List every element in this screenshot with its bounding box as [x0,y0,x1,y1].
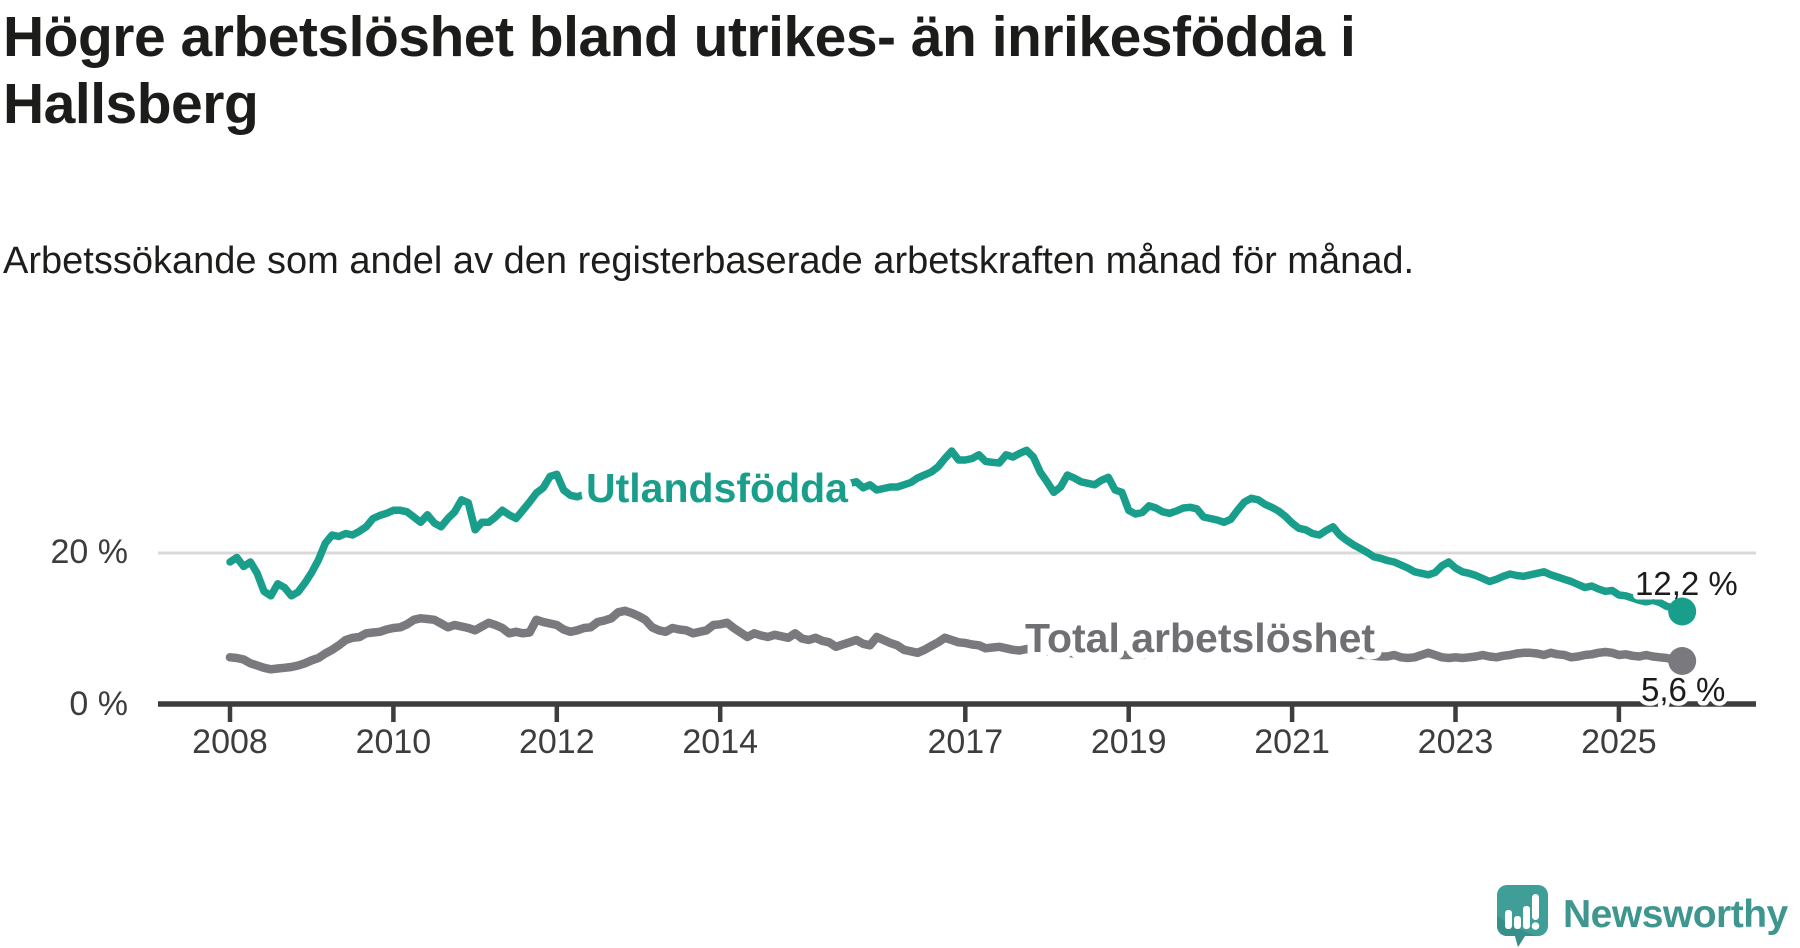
bar-2 [1514,916,1521,929]
newsworthy-wordmark: Newsworthy [1563,893,1788,936]
x-tick-label: 2023 [1418,723,1494,761]
chart-subtitle: Arbetssökande som andel av den registerb… [3,240,1415,282]
bar-3 [1523,906,1530,929]
x-tick-label: 2021 [1254,723,1330,761]
total-end-value: 5,6 % [1641,671,1725,708]
x-tick-label: 2014 [682,723,758,761]
page-title: Högre arbetslöshet bland utrikes- än inr… [3,5,1356,136]
total-arbetsloshet-line [225,606,1685,674]
y-tick-label-0: 0 % [69,685,128,723]
utlandsfodda-end-value: 12,2 % [1635,565,1738,602]
x-tick-label: 2019 [1091,723,1167,761]
x-tick-label: 2008 [192,723,268,761]
x-tick-label: 2012 [519,723,595,761]
x-tick-label: 2025 [1581,723,1657,761]
newsworthy-logo[interactable]: Newsworthy [1495,884,1788,948]
utlandsfodda-end-dot [1668,597,1697,626]
utlandsfodda-series-label: Utlandsfödda [586,465,849,511]
total-end-dot [1668,647,1697,675]
exclamation-dot [1531,922,1540,930]
total-series-label: Total arbetslöshet [1025,615,1375,661]
bar-1 [1505,910,1512,929]
utlandsfodda-line [226,446,1684,616]
x-tick-label: 2017 [927,723,1003,761]
x-tick-label: 2010 [356,723,432,761]
y-tick-label-20: 20 % [51,533,129,571]
exclamation-bar [1532,894,1539,920]
newsworthy-icon [1497,885,1548,947]
